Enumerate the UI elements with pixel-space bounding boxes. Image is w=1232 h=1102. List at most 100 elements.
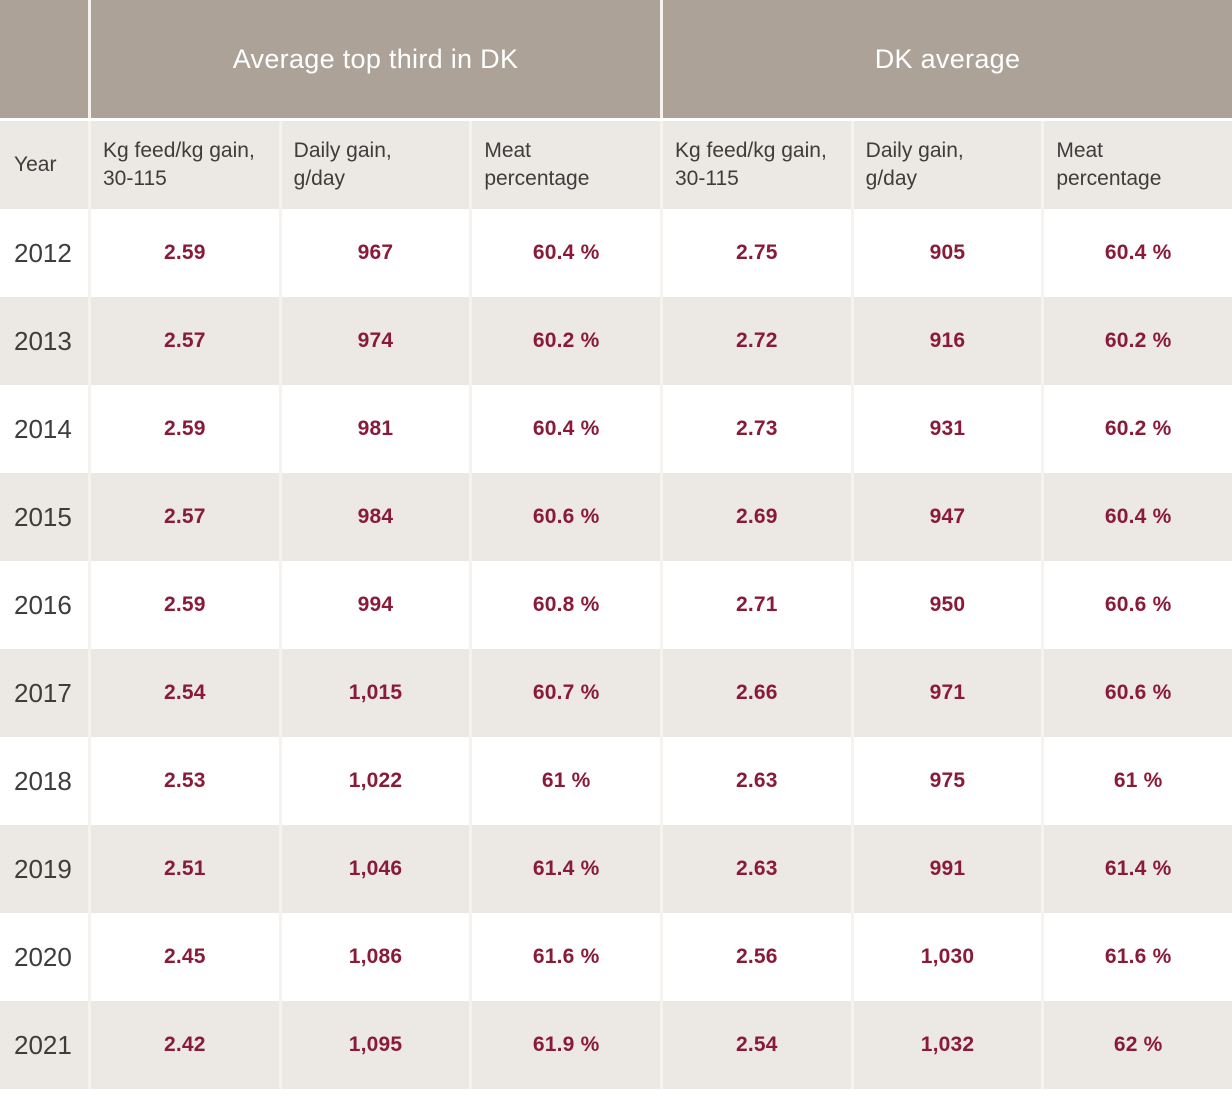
value-cell: 2.73 bbox=[660, 385, 851, 473]
value-cell: 61.6 % bbox=[469, 913, 660, 1001]
value-cell: 60.2 % bbox=[469, 297, 660, 385]
value-cell: 60.6 % bbox=[1041, 649, 1232, 737]
column-header-line: Kg feed/kg gain, bbox=[103, 139, 255, 163]
column-header-line: g/day bbox=[865, 167, 918, 190]
column-header-meat-avg: Meat percentage bbox=[1041, 121, 1232, 209]
year-cell: 2017 bbox=[14, 677, 72, 708]
value-cell: 2.45 bbox=[88, 913, 279, 1001]
value-cell: 60.6 % bbox=[469, 473, 660, 561]
column-header-gain-avg: Daily gain, g/day bbox=[850, 121, 1042, 209]
value-cell: 931 bbox=[850, 385, 1042, 473]
year-cell: 2012 bbox=[14, 237, 72, 268]
table-row: 2014 2.59 981 60.4 % 2.73 931 60.2 % bbox=[0, 385, 1232, 473]
value-cell: 2.56 bbox=[660, 913, 851, 1001]
year-cell: 2014 bbox=[14, 413, 72, 444]
value-cell: 916 bbox=[850, 297, 1042, 385]
value-cell: 61.4 % bbox=[469, 825, 660, 913]
column-header-line: Daily gain, bbox=[865, 139, 964, 163]
group-header-row: Average top third in DK DK average bbox=[0, 0, 1232, 118]
column-header-line: g/day bbox=[293, 167, 346, 190]
value-cell: 2.57 bbox=[88, 473, 279, 561]
value-cell: 2.63 bbox=[660, 825, 851, 913]
column-header-year: Year bbox=[14, 153, 57, 177]
value-cell: 60.6 % bbox=[1041, 561, 1232, 649]
column-header-gain-top: Daily gain, g/day bbox=[278, 121, 470, 209]
column-header-line: Meat bbox=[484, 139, 532, 163]
value-cell: 975 bbox=[850, 737, 1042, 825]
column-header-feed-avg: Kg feed/kg gain, 30-115 bbox=[660, 121, 851, 209]
value-cell: 2.66 bbox=[660, 649, 851, 737]
value-cell: 2.54 bbox=[88, 649, 279, 737]
value-cell: 2.59 bbox=[88, 209, 279, 297]
table-row: 2012 2.59 967 60.4 % 2.75 905 60.4 % bbox=[0, 209, 1232, 297]
group-header-spacer bbox=[0, 0, 88, 118]
table-row: 2020 2.45 1,086 61.6 % 2.56 1,030 61.6 % bbox=[0, 913, 1232, 1001]
value-cell: 1,030 bbox=[850, 913, 1042, 1001]
value-cell: 2.69 bbox=[660, 473, 851, 561]
table-row: 2021 2.42 1,095 61.9 % 2.54 1,032 62 % bbox=[0, 1001, 1232, 1089]
value-cell: 1,095 bbox=[278, 1001, 470, 1089]
value-cell: 2.51 bbox=[88, 825, 279, 913]
value-cell: 1,032 bbox=[850, 1001, 1042, 1089]
value-cell: 60.2 % bbox=[1041, 385, 1232, 473]
year-cell: 2021 bbox=[14, 1029, 72, 1060]
value-cell: 2.57 bbox=[88, 297, 279, 385]
value-cell: 61.4 % bbox=[1041, 825, 1232, 913]
column-header-row: Year Kg feed/kg gain, 30-115 Daily gain,… bbox=[0, 121, 1232, 209]
value-cell: 61.6 % bbox=[1041, 913, 1232, 1001]
value-cell: 61.9 % bbox=[469, 1001, 660, 1089]
value-cell: 2.59 bbox=[88, 561, 279, 649]
value-cell: 60.2 % bbox=[1041, 297, 1232, 385]
column-header-line: percentage bbox=[1056, 167, 1162, 190]
value-cell: 1,046 bbox=[278, 825, 470, 913]
column-header-line: Meat bbox=[1056, 139, 1104, 163]
year-cell: 2013 bbox=[14, 325, 72, 356]
group-header-top-third: Average top third in DK bbox=[88, 0, 660, 118]
value-cell: 984 bbox=[278, 473, 470, 561]
value-cell: 2.63 bbox=[660, 737, 851, 825]
value-cell: 994 bbox=[278, 561, 470, 649]
column-header-line: Kg feed/kg gain, bbox=[675, 139, 827, 163]
value-cell: 1,015 bbox=[278, 649, 470, 737]
value-cell: 2.54 bbox=[660, 1001, 851, 1089]
year-cell: 2016 bbox=[14, 589, 72, 620]
table-row: 2013 2.57 974 60.2 % 2.72 916 60.2 % bbox=[0, 297, 1232, 385]
group-header-dk-average: DK average bbox=[660, 0, 1232, 118]
value-cell: 61 % bbox=[1041, 737, 1232, 825]
table-row: 2015 2.57 984 60.6 % 2.69 947 60.4 % bbox=[0, 473, 1232, 561]
value-cell: 981 bbox=[278, 385, 470, 473]
year-cell: 2015 bbox=[14, 501, 72, 532]
column-header-meat-top: Meat percentage bbox=[469, 121, 660, 209]
column-header-line: percentage bbox=[484, 167, 590, 190]
value-cell: 950 bbox=[850, 561, 1042, 649]
value-cell: 991 bbox=[850, 825, 1042, 913]
value-cell: 1,022 bbox=[278, 737, 470, 825]
table-row: 2017 2.54 1,015 60.7 % 2.66 971 60.6 % bbox=[0, 649, 1232, 737]
value-cell: 2.71 bbox=[660, 561, 851, 649]
value-cell: 947 bbox=[850, 473, 1042, 561]
value-cell: 2.53 bbox=[88, 737, 279, 825]
value-cell: 60.8 % bbox=[469, 561, 660, 649]
value-cell: 60.4 % bbox=[1041, 209, 1232, 297]
value-cell: 2.75 bbox=[660, 209, 851, 297]
table-row: 2016 2.59 994 60.8 % 2.71 950 60.6 % bbox=[0, 561, 1232, 649]
table-row: 2018 2.53 1,022 61 % 2.63 975 61 % bbox=[0, 737, 1232, 825]
year-cell: 2020 bbox=[14, 941, 72, 972]
value-cell: 1,086 bbox=[278, 913, 470, 1001]
column-header-line: 30-115 bbox=[675, 167, 739, 190]
column-header-feed-top: Kg feed/kg gain, 30-115 bbox=[88, 121, 279, 209]
table-row: 2019 2.51 1,046 61.4 % 2.63 991 61.4 % bbox=[0, 825, 1232, 913]
value-cell: 60.7 % bbox=[469, 649, 660, 737]
year-cell: 2019 bbox=[14, 853, 72, 884]
value-cell: 60.4 % bbox=[469, 385, 660, 473]
column-header-line: 30-115 bbox=[103, 167, 167, 190]
value-cell: 2.72 bbox=[660, 297, 851, 385]
value-cell: 967 bbox=[278, 209, 470, 297]
year-cell: 2018 bbox=[14, 765, 72, 796]
column-header-line: Daily gain, bbox=[293, 139, 392, 163]
value-cell: 60.4 % bbox=[469, 209, 660, 297]
value-cell: 905 bbox=[850, 209, 1042, 297]
value-cell: 62 % bbox=[1041, 1001, 1232, 1089]
value-cell: 2.59 bbox=[88, 385, 279, 473]
